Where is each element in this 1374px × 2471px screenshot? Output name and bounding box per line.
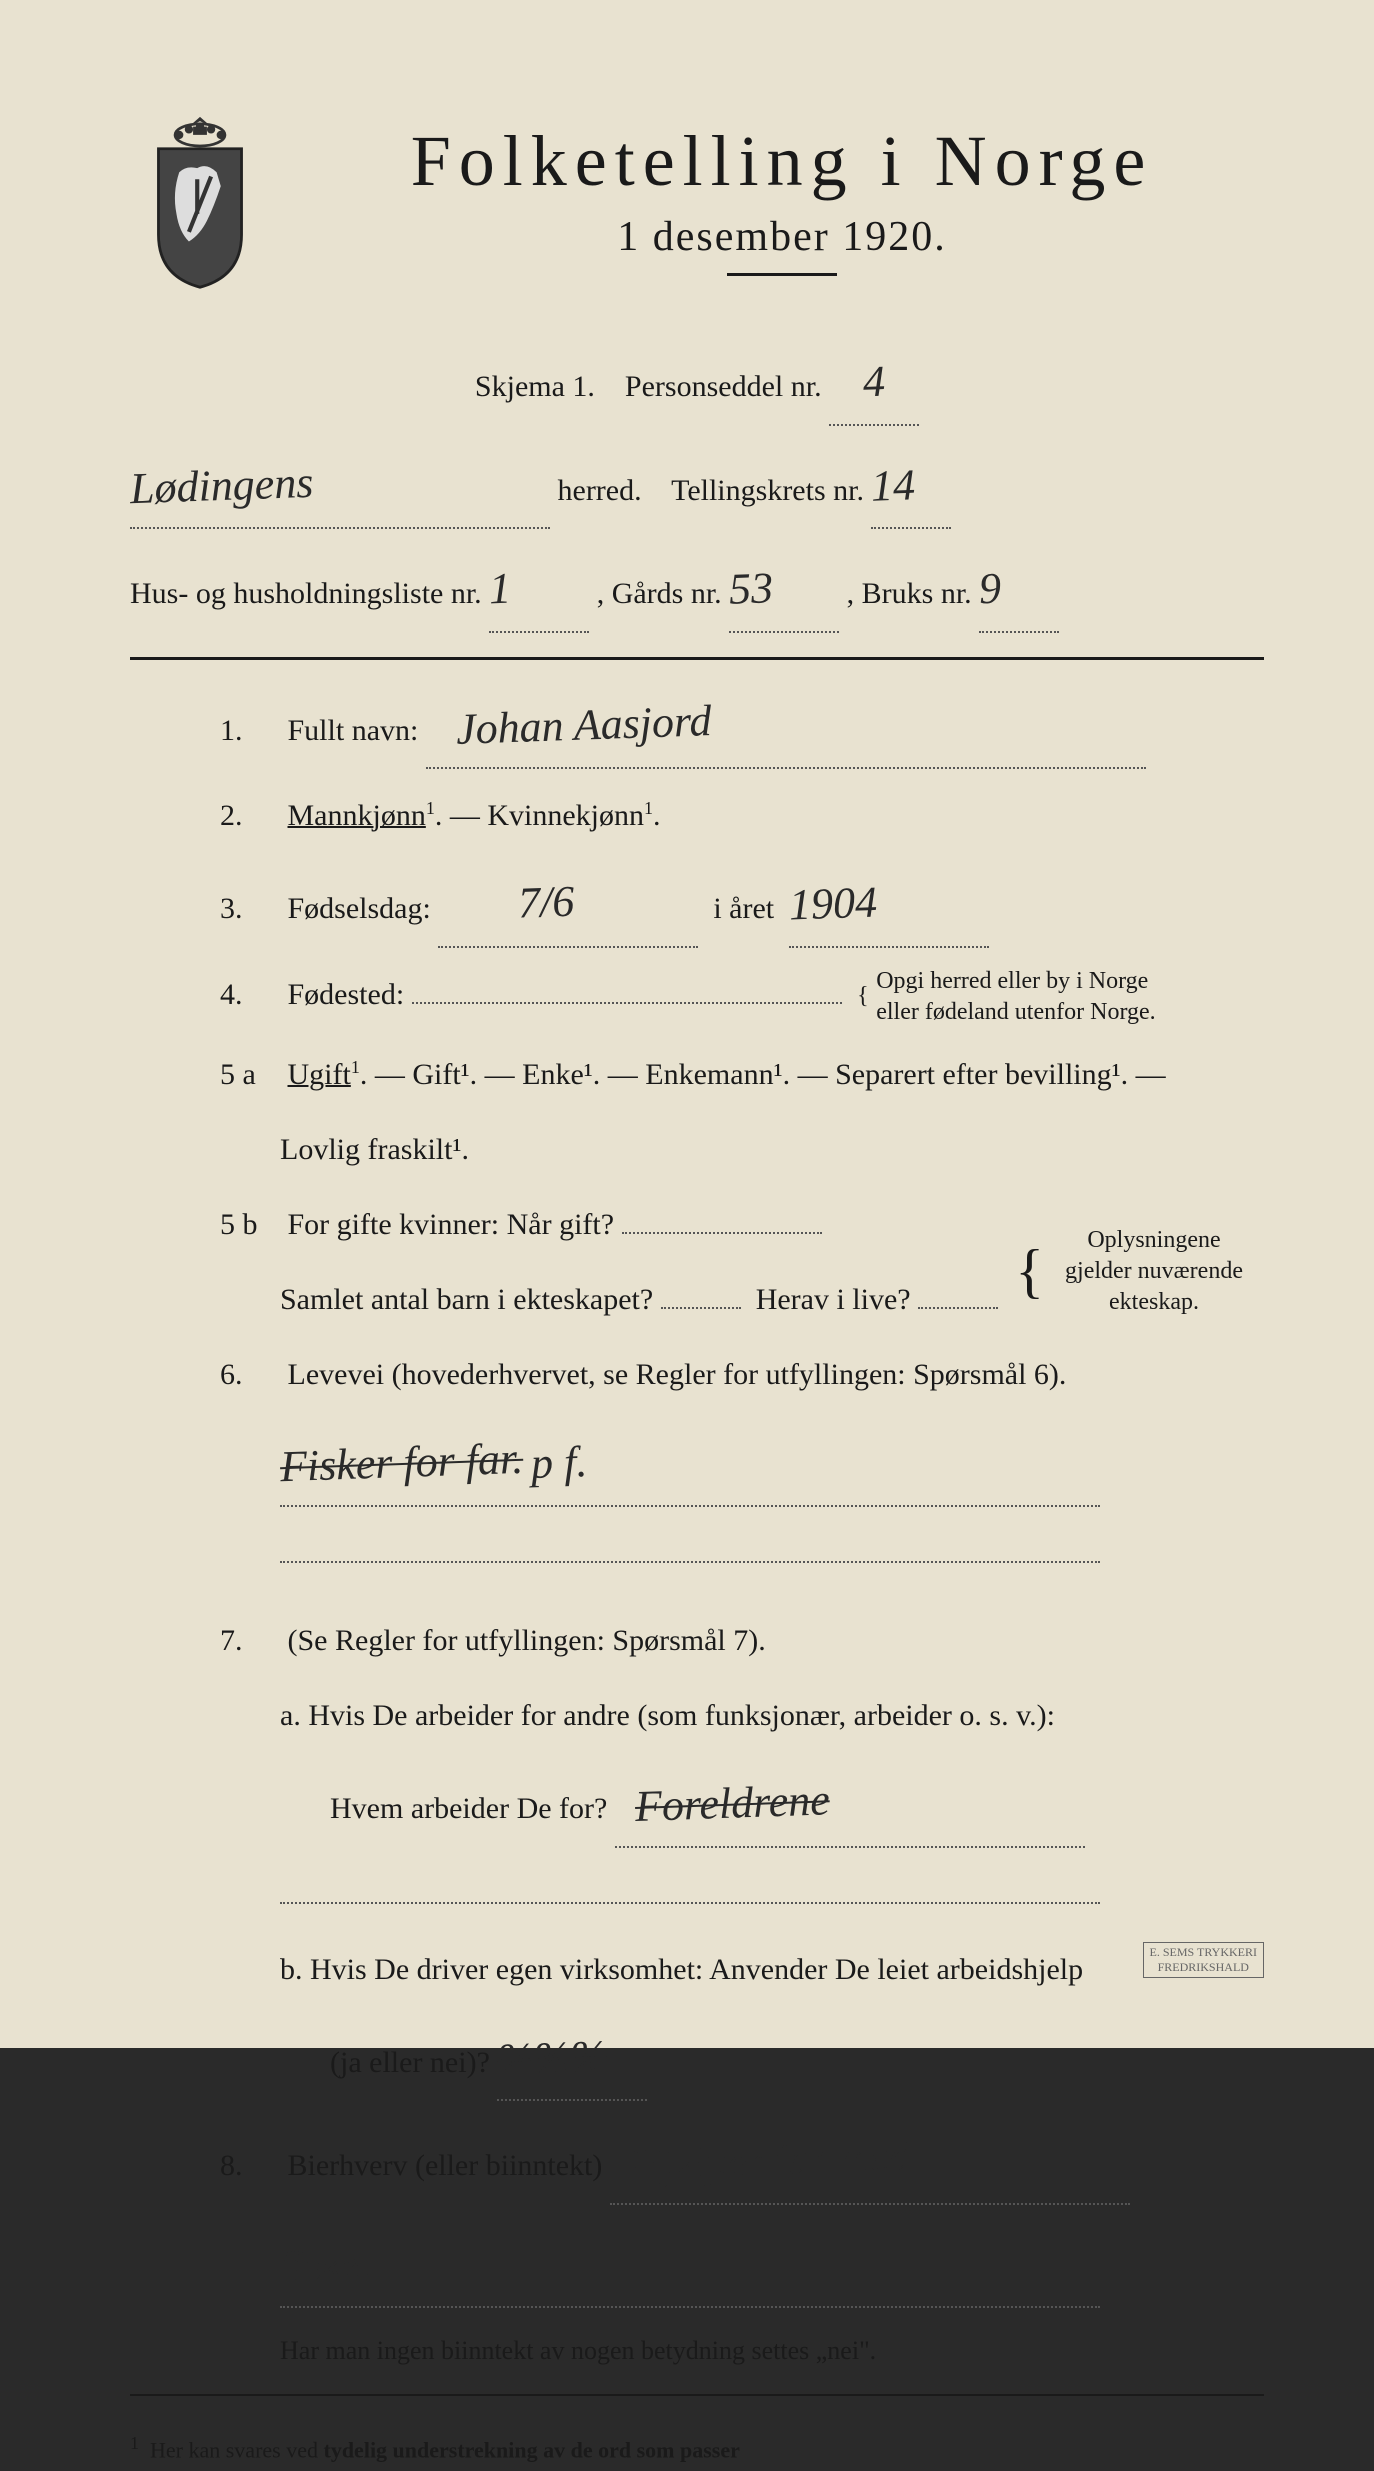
q6-line3	[130, 1525, 1264, 1582]
q5a-line2: Lovlig fraskilt¹.	[130, 1121, 1264, 1178]
q6-label: Levevei (hovederhvervet, se Regler for u…	[288, 1358, 1067, 1391]
q8-note-text: Har man ingen biinntekt av nogen betydni…	[280, 2336, 876, 2365]
personseddel-label: Personseddel nr.	[625, 370, 822, 403]
q7a-line3	[130, 1866, 1264, 1923]
bruks-nr: 9	[978, 547, 1003, 631]
skjema-label: Skjema 1.	[475, 370, 595, 403]
q5a-rest: . — Gift¹. — Enke¹. — Enkemann¹. — Separ…	[360, 1058, 1166, 1091]
gards-nr: 53	[728, 546, 775, 631]
q5b-l2b: Herav i live?	[756, 1283, 911, 1316]
q3-mid: i året	[713, 892, 774, 925]
q1-num: 1.	[220, 702, 280, 759]
q5b-l1a: For gifte kvinner: Når gift?	[288, 1208, 615, 1241]
line-husliste: Hus- og husholdningsliste nr. 1 , Gårds …	[130, 547, 1264, 633]
line-herred: Lødingens herred. Tellingskrets nr. 14	[130, 444, 1264, 530]
q2-num: 2.	[220, 787, 280, 844]
gards-label: , Gårds nr.	[597, 577, 722, 610]
q7b-line1: b. Hvis De driver egen virksomhet: Anven…	[130, 1941, 1264, 1998]
brace-5b-icon: {	[1015, 1214, 1044, 1328]
q5b-line1: 5 b For gifte kvinner: Når gift?	[220, 1196, 1007, 1253]
q7a1: a. Hvis De arbeider for andre (som funks…	[280, 1699, 1055, 1732]
q7a-line2: Hvem arbeider De for? Foreldrene	[130, 1762, 1264, 1848]
personseddel-nr: 4	[862, 340, 887, 424]
q5b-num: 5 b	[220, 1196, 280, 1253]
footnote-text: Her kan svares ved tydelig understreknin…	[150, 2437, 740, 2462]
sub-title: 1 desember 1920.	[300, 213, 1264, 261]
q2-sep: . —	[435, 799, 488, 832]
q2-kvinne: Kvinnekjønn	[487, 799, 644, 832]
herred-value: Lødingens	[129, 440, 315, 530]
q5b-l2a: Samlet antal barn i ekteskapet?	[280, 1283, 653, 1316]
q7b2: (ja eller nei)?	[330, 2046, 490, 2079]
q4-note: Opgi herred eller by i Norge eller fødel…	[876, 966, 1186, 1028]
q2-post: .	[653, 799, 661, 832]
q7-line1: 7. (Se Regler for utfyllingen: Spørsmål …	[130, 1612, 1264, 1669]
q3-line: 3. Fødselsdag: 7/6 i året 1904	[130, 862, 1264, 948]
q6-value-after: p f.	[529, 1420, 588, 1506]
q4-line: 4. Fødested: { Opgi herred eller by i No…	[130, 966, 1264, 1028]
footnote-marker: 1	[130, 2433, 139, 2453]
norway-coat-of-arms-icon	[130, 110, 270, 290]
q8-num: 8.	[220, 2137, 280, 2194]
q5a-line2-text: Lovlig fraskilt¹.	[280, 1133, 469, 1166]
q6-line1: 6. Levevei (hovederhvervet, se Regler fo…	[130, 1346, 1264, 1403]
q8-label: Bierhverv (eller biinntekt)	[288, 2149, 603, 2182]
q5b-note: Oplysningene gjelder nuværende ekteskap.	[1044, 1225, 1264, 1319]
line-skjema: Skjema 1. Personseddel nr. 4	[130, 340, 1264, 426]
q3-num: 3.	[220, 880, 280, 937]
footnote: 1 Her kan svares ved tydelig understrekn…	[130, 2426, 1264, 2471]
q4-num: 4.	[220, 966, 280, 1023]
q8-value2: fiske.	[279, 2221, 374, 2308]
q5a-ugift: Ugift	[288, 1058, 351, 1091]
q6-num: 6.	[220, 1346, 280, 1403]
q2-mann: Mannkjønn	[288, 799, 426, 832]
herred-label: herred.	[558, 474, 642, 507]
main-title: Folketelling i Norge	[300, 120, 1264, 203]
form-header: Folketelling i Norge 1 desember 1920.	[130, 90, 1264, 290]
q8-line2: fiske.	[130, 2223, 1264, 2309]
husliste-nr: 1	[488, 547, 513, 631]
q6-line2: Fisker for far. p f.	[130, 1421, 1264, 1507]
q3-day: 7/6	[437, 860, 576, 948]
census-form-page: Folketelling i Norge 1 desember 1920. Sk…	[0, 0, 1374, 2048]
q5b-block: 5 b For gifte kvinner: Når gift? Samlet …	[130, 1196, 1264, 1346]
q4-label: Fødested:	[288, 978, 405, 1011]
title-underline	[727, 273, 837, 276]
q1-value: Johan Aasjord	[424, 679, 712, 773]
q5a-num: 5 a	[220, 1046, 280, 1103]
q7a-value: Foreldrene	[613, 1758, 830, 1849]
divider-footnote	[130, 2394, 1264, 2396]
q7-label: (Se Regler for utfyllingen: Spørsmål 7).	[288, 1624, 766, 1657]
q8-line1: 8. Bierhverv (eller biinntekt) Hjelper f…	[130, 2119, 1264, 2205]
q1-label: Fullt navn:	[288, 714, 419, 747]
q6-value-strike: Fisker for far.	[279, 1417, 525, 1509]
q3-year: 1904	[788, 861, 879, 948]
q8-value: Hjelper far med	[609, 2114, 913, 2208]
q7b-line2: (ja eller nei)? %%%	[130, 2016, 1264, 2102]
q5b-line2: Samlet antal barn i ekteskapet? Herav i …	[220, 1271, 1007, 1328]
q2-line: 2. Mannkjønn1. — Kvinnekjønn1.	[130, 787, 1264, 844]
q7a-line1: a. Hvis De arbeider for andre (som funks…	[130, 1687, 1264, 1744]
q7b1: b. Hvis De driver egen virksomhet: Anven…	[280, 1953, 1083, 1986]
brace-icon: {	[857, 974, 869, 1020]
divider-1	[130, 657, 1264, 660]
q7a2: Hvem arbeider De for?	[330, 1792, 607, 1825]
form-body: Skjema 1. Personseddel nr. 4 Lødingens h…	[130, 340, 1264, 2471]
tellingskrets-nr: 14	[870, 443, 917, 528]
printer-mark: E. SEMS TRYKKERI FREDRIKSHALD	[1143, 1942, 1264, 1978]
q8-note: Har man ingen biinntekt av nogen betydni…	[130, 2326, 1264, 2375]
q5a-line1: 5 a Ugift1. — Gift¹. — Enke¹. — Enkemann…	[130, 1046, 1264, 1103]
q7-num: 7.	[220, 1612, 280, 1669]
q1-line: 1. Fullt navn: Johan Aasjord	[130, 684, 1264, 770]
q7b-value: %%%	[496, 2014, 609, 2101]
tellingskrets-label: Tellingskrets nr.	[671, 474, 864, 507]
husliste-label: Hus- og husholdningsliste nr.	[130, 577, 482, 610]
title-block: Folketelling i Norge 1 desember 1920.	[300, 90, 1264, 276]
q3-label: Fødselsdag:	[288, 892, 431, 925]
bruks-label: , Bruks nr.	[847, 577, 972, 610]
